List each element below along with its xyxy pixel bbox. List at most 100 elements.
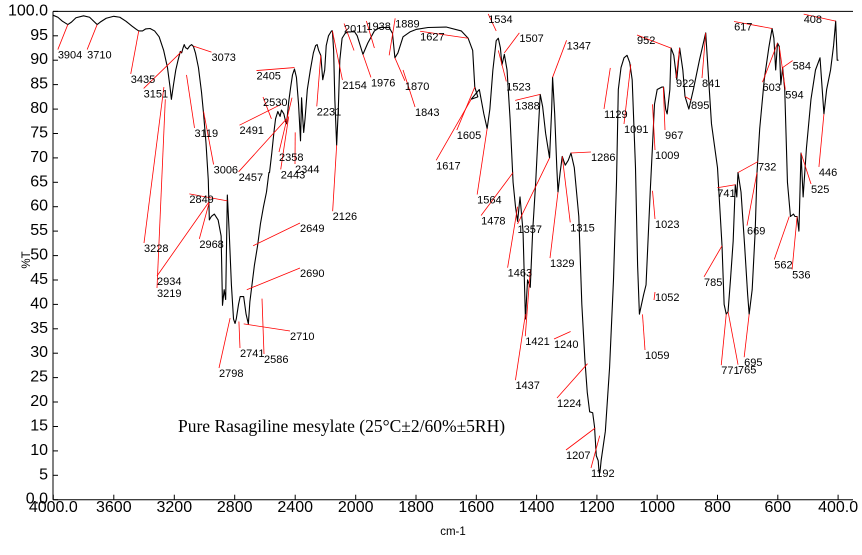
svg-text:1600: 1600 — [459, 499, 495, 516]
svg-text:5: 5 — [39, 466, 48, 483]
svg-text:446: 446 — [819, 167, 837, 179]
svg-text:%T: %T — [21, 251, 33, 268]
svg-text:1870: 1870 — [405, 81, 429, 93]
svg-text:60: 60 — [30, 198, 48, 215]
svg-text:1843: 1843 — [415, 107, 439, 119]
svg-text:741: 741 — [717, 188, 735, 200]
svg-text:15: 15 — [30, 418, 48, 435]
svg-text:2800: 2800 — [217, 499, 253, 516]
svg-text:1329: 1329 — [550, 258, 574, 270]
svg-text:1023: 1023 — [655, 219, 679, 231]
svg-text:1437: 1437 — [515, 380, 539, 392]
svg-text:1315: 1315 — [570, 222, 594, 234]
svg-text:2457: 2457 — [239, 172, 263, 184]
svg-text:1617: 1617 — [436, 160, 460, 172]
svg-text:2649: 2649 — [300, 223, 324, 235]
svg-text:1207: 1207 — [566, 450, 590, 462]
svg-text:40: 40 — [30, 295, 48, 312]
svg-text:1463: 1463 — [508, 268, 532, 280]
svg-text:2358: 2358 — [279, 152, 303, 164]
svg-text:85: 85 — [30, 76, 48, 93]
svg-text:732: 732 — [758, 162, 776, 174]
svg-text:3073: 3073 — [211, 52, 235, 64]
svg-text:75: 75 — [30, 125, 48, 142]
svg-text:2154: 2154 — [342, 80, 366, 92]
svg-text:2000: 2000 — [338, 499, 374, 516]
svg-text:45: 45 — [30, 271, 48, 288]
svg-text:1052: 1052 — [655, 292, 679, 304]
svg-text:20: 20 — [30, 393, 48, 410]
svg-text:800: 800 — [704, 499, 731, 516]
svg-text:3600: 3600 — [96, 499, 132, 516]
svg-text:771: 771 — [721, 365, 739, 377]
svg-text:765: 765 — [738, 365, 756, 377]
svg-text:536: 536 — [792, 269, 810, 281]
svg-text:35: 35 — [30, 320, 48, 337]
svg-text:2849: 2849 — [189, 194, 213, 206]
svg-text:1059: 1059 — [645, 350, 669, 362]
svg-text:70: 70 — [30, 149, 48, 166]
svg-text:922: 922 — [676, 78, 694, 90]
svg-text:785: 785 — [704, 277, 722, 289]
svg-text:3710: 3710 — [87, 50, 111, 62]
svg-text:1240: 1240 — [554, 339, 578, 351]
svg-text:2126: 2126 — [333, 211, 357, 223]
svg-text:1478: 1478 — [481, 216, 505, 228]
svg-text:100.0: 100.0 — [8, 2, 48, 19]
svg-text:594: 594 — [785, 90, 803, 102]
svg-text:1534: 1534 — [488, 14, 512, 26]
svg-text:3119: 3119 — [195, 128, 219, 140]
svg-text:1286: 1286 — [591, 152, 615, 164]
svg-text:1224: 1224 — [557, 398, 581, 410]
svg-text:95: 95 — [30, 27, 48, 44]
svg-text:1000: 1000 — [639, 499, 675, 516]
svg-text:2710: 2710 — [290, 331, 314, 343]
svg-text:952: 952 — [637, 35, 655, 47]
svg-text:2491: 2491 — [239, 125, 263, 137]
svg-text:408: 408 — [804, 14, 822, 26]
svg-text:25: 25 — [30, 369, 48, 386]
svg-text:1388: 1388 — [515, 100, 539, 112]
svg-text:Pure Rasagiline mesylate (25°C: Pure Rasagiline mesylate (25°C±2/60%±5RH… — [178, 416, 505, 436]
svg-text:3151: 3151 — [144, 88, 168, 100]
svg-text:1009: 1009 — [655, 150, 679, 162]
svg-text:2231: 2231 — [317, 106, 341, 118]
svg-text:2934: 2934 — [157, 276, 181, 288]
svg-text:65: 65 — [30, 173, 48, 190]
svg-text:3219: 3219 — [157, 288, 181, 300]
svg-text:3904: 3904 — [58, 50, 82, 62]
svg-text:841: 841 — [702, 78, 720, 90]
svg-text:1627: 1627 — [420, 31, 444, 43]
svg-text:669: 669 — [747, 226, 765, 238]
svg-text:1605: 1605 — [457, 130, 481, 142]
svg-text:1523: 1523 — [506, 81, 530, 93]
svg-text:90: 90 — [30, 51, 48, 68]
svg-text:895: 895 — [691, 100, 709, 112]
svg-text:1421: 1421 — [525, 336, 549, 348]
svg-text:2586: 2586 — [264, 354, 288, 366]
svg-text:3006: 3006 — [214, 165, 238, 177]
svg-text:2344: 2344 — [295, 164, 319, 176]
svg-text:cm-1: cm-1 — [440, 526, 466, 538]
svg-text:525: 525 — [811, 184, 829, 196]
svg-text:617: 617 — [734, 21, 752, 33]
svg-text:2690: 2690 — [300, 268, 324, 280]
svg-text:1564: 1564 — [477, 195, 501, 207]
svg-text:400.0: 400.0 — [818, 499, 858, 516]
svg-text:3435: 3435 — [131, 74, 155, 86]
svg-text:1976: 1976 — [371, 77, 395, 89]
svg-text:1938: 1938 — [366, 21, 390, 33]
svg-text:1507: 1507 — [519, 33, 543, 45]
svg-text:1889: 1889 — [395, 18, 419, 30]
svg-text:2798: 2798 — [219, 368, 243, 380]
svg-text:1200: 1200 — [579, 499, 615, 516]
svg-text:1129: 1129 — [604, 109, 628, 121]
svg-text:1800: 1800 — [398, 499, 434, 516]
svg-text:1347: 1347 — [567, 40, 591, 52]
svg-text:3228: 3228 — [144, 243, 168, 255]
svg-text:2530: 2530 — [263, 97, 287, 109]
svg-text:1357: 1357 — [518, 224, 542, 236]
svg-text:3200: 3200 — [157, 499, 193, 516]
svg-text:967: 967 — [665, 130, 683, 142]
svg-text:1091: 1091 — [624, 124, 648, 136]
